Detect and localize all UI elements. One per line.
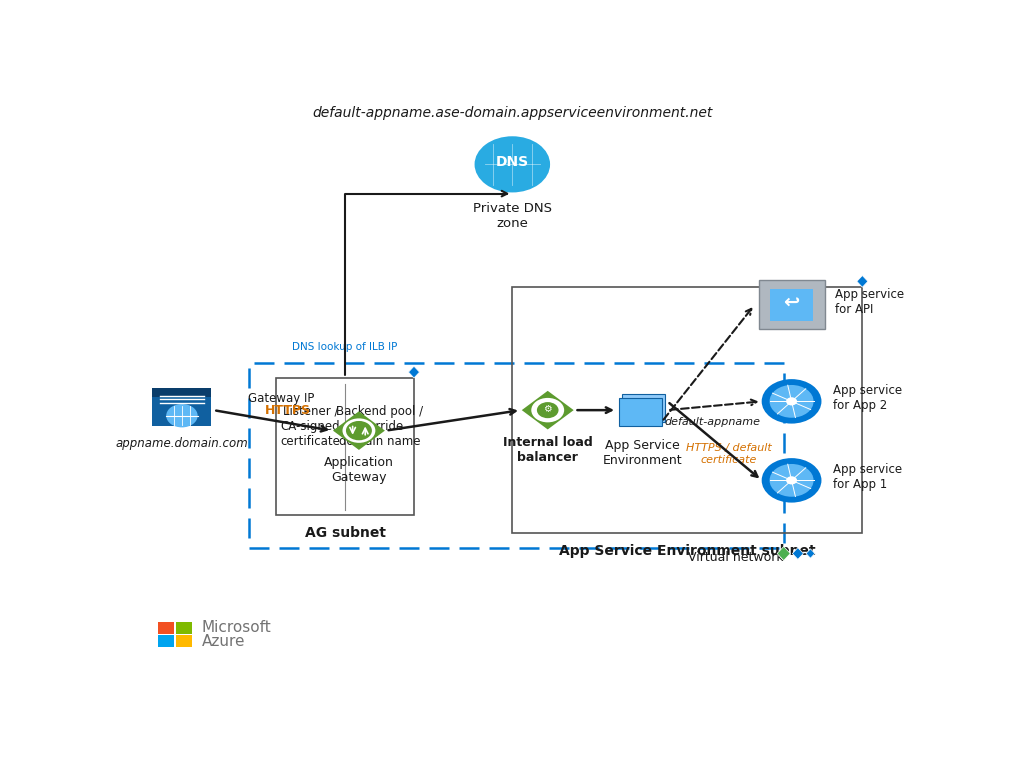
FancyBboxPatch shape <box>770 289 813 321</box>
Circle shape <box>346 421 371 440</box>
FancyBboxPatch shape <box>621 394 665 422</box>
Polygon shape <box>857 276 868 287</box>
Bar <box>177 635 192 648</box>
Text: AG subnet: AG subnet <box>304 526 386 540</box>
Text: Microsoft: Microsoft <box>202 620 271 635</box>
Circle shape <box>769 464 814 497</box>
FancyBboxPatch shape <box>152 388 211 426</box>
FancyBboxPatch shape <box>758 280 824 329</box>
Circle shape <box>475 136 550 192</box>
Polygon shape <box>793 548 803 559</box>
Text: ↩: ↩ <box>784 293 800 312</box>
Bar <box>158 622 175 634</box>
Polygon shape <box>408 366 419 378</box>
Circle shape <box>531 398 564 423</box>
Text: appname.domain.com: appname.domain.com <box>116 437 249 450</box>
Text: Internal load
balancer: Internal load balancer <box>502 436 593 464</box>
Text: DNS: DNS <box>495 155 529 169</box>
Circle shape <box>761 458 821 502</box>
FancyBboxPatch shape <box>618 398 662 426</box>
Circle shape <box>342 419 376 443</box>
Polygon shape <box>777 546 791 561</box>
Text: ⚙: ⚙ <box>543 404 552 414</box>
Text: Azure: Azure <box>202 634 245 649</box>
Text: HTTPS: HTTPS <box>265 404 311 416</box>
Text: Virtual network: Virtual network <box>688 550 784 564</box>
Bar <box>158 635 175 648</box>
Text: Application
Gateway: Application Gateway <box>324 456 394 484</box>
Polygon shape <box>522 391 573 429</box>
Text: App service
for App 2: App service for App 2 <box>833 385 902 413</box>
FancyBboxPatch shape <box>152 388 211 397</box>
Circle shape <box>761 379 821 423</box>
Text: DNS lookup of ILB IP: DNS lookup of ILB IP <box>292 341 398 352</box>
Text: App service
for App 1: App service for App 1 <box>833 464 902 492</box>
Text: App Service Environment subnet: App Service Environment subnet <box>559 543 816 558</box>
Text: Backend pool /
override
domain name: Backend pool / override domain name <box>336 405 423 448</box>
Text: default-appname.ase-domain.appserviceenvironment.net: default-appname.ase-domain.appserviceenv… <box>313 106 713 120</box>
Circle shape <box>166 404 198 427</box>
Polygon shape <box>806 549 815 558</box>
Circle shape <box>537 402 558 418</box>
Circle shape <box>786 397 797 405</box>
Text: Listener /
CA-signed
certificate: Listener / CA-signed certificate <box>280 405 340 448</box>
Text: Gateway IP: Gateway IP <box>248 392 314 405</box>
Text: Private DNS
zone: Private DNS zone <box>473 202 552 230</box>
Text: App service
for API: App service for API <box>834 288 904 316</box>
Text: App Service
Environment: App Service Environment <box>602 439 682 467</box>
Circle shape <box>769 385 814 418</box>
Text: default-appname: default-appname <box>665 416 761 427</box>
Polygon shape <box>333 411 385 450</box>
Text: HTTPS / default
certificate: HTTPS / default certificate <box>686 443 771 465</box>
Bar <box>177 622 192 634</box>
Circle shape <box>786 477 797 484</box>
